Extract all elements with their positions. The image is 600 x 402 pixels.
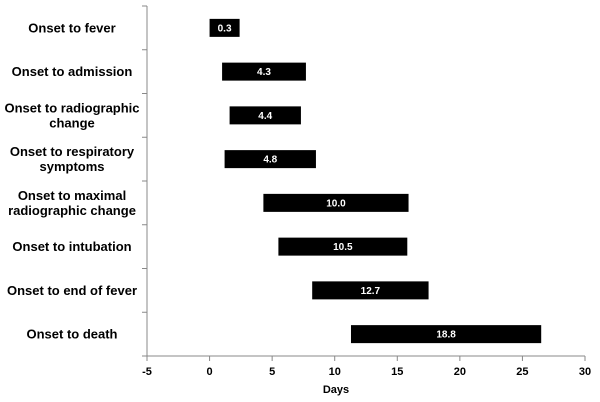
- bar-value-label: 12.7: [361, 286, 381, 297]
- bar-value-label: 10.5: [333, 242, 353, 253]
- category-label-line: Onset to end of fever: [7, 283, 137, 298]
- category-label-line: radiographic change: [8, 203, 136, 218]
- bar-1: [209, 18, 240, 37]
- category-label-line: Onset to radiographic: [4, 100, 139, 115]
- category-label: Onset to maximal radiographic change: [8, 188, 136, 218]
- x-tick-label: 0: [207, 366, 213, 378]
- category-label: Onset to radiographic change: [4, 100, 139, 130]
- category-label-line: Onset to admission: [12, 64, 133, 79]
- x-tick-label: 30: [579, 366, 591, 378]
- bar-3: [229, 106, 301, 125]
- category-label: Onset to death: [26, 327, 117, 342]
- bar-2: [222, 62, 306, 81]
- category-label-line: Onset to fever: [28, 20, 115, 35]
- category-label-line: change: [49, 115, 95, 130]
- x-tick-label: 20: [454, 366, 466, 378]
- bar-value-label: 4.4: [258, 111, 272, 122]
- x-tick-label: 10: [329, 366, 341, 378]
- category-label-line: Onset to death: [26, 327, 117, 342]
- bar-value-label: 4.3: [257, 67, 271, 78]
- category-label-line: Onset to maximal: [18, 188, 126, 203]
- category-label-line: Onset to intubation: [12, 239, 131, 254]
- category-label: Onset to end of fever: [7, 283, 137, 298]
- x-tick-label: 15: [391, 366, 403, 378]
- category-label: Onset to intubation: [12, 239, 131, 254]
- bar-value-label: 0.3: [218, 23, 232, 34]
- bar-value-label: 4.8: [263, 155, 277, 166]
- x-tick-label: 25: [516, 366, 528, 378]
- bar-value-label: 10.0: [326, 198, 346, 209]
- category-label-line: Onset to respiratory: [10, 144, 135, 159]
- bar-6: [278, 237, 408, 256]
- category-label: Onset to respiratory symptoms: [10, 144, 135, 174]
- bar-4: [224, 150, 316, 169]
- bar-8: [350, 325, 542, 344]
- x-axis-title: Days: [323, 384, 349, 396]
- bar-5: [263, 193, 409, 212]
- category-label-line: symptoms: [39, 159, 104, 174]
- category-label: Onset to admission: [12, 64, 133, 79]
- bar-7: [312, 281, 429, 300]
- x-tick-label: 5: [269, 366, 275, 378]
- x-tick-label: -5: [142, 366, 152, 378]
- bar-value-label: 18.8: [436, 330, 456, 341]
- category-label: Onset to fever: [28, 20, 115, 35]
